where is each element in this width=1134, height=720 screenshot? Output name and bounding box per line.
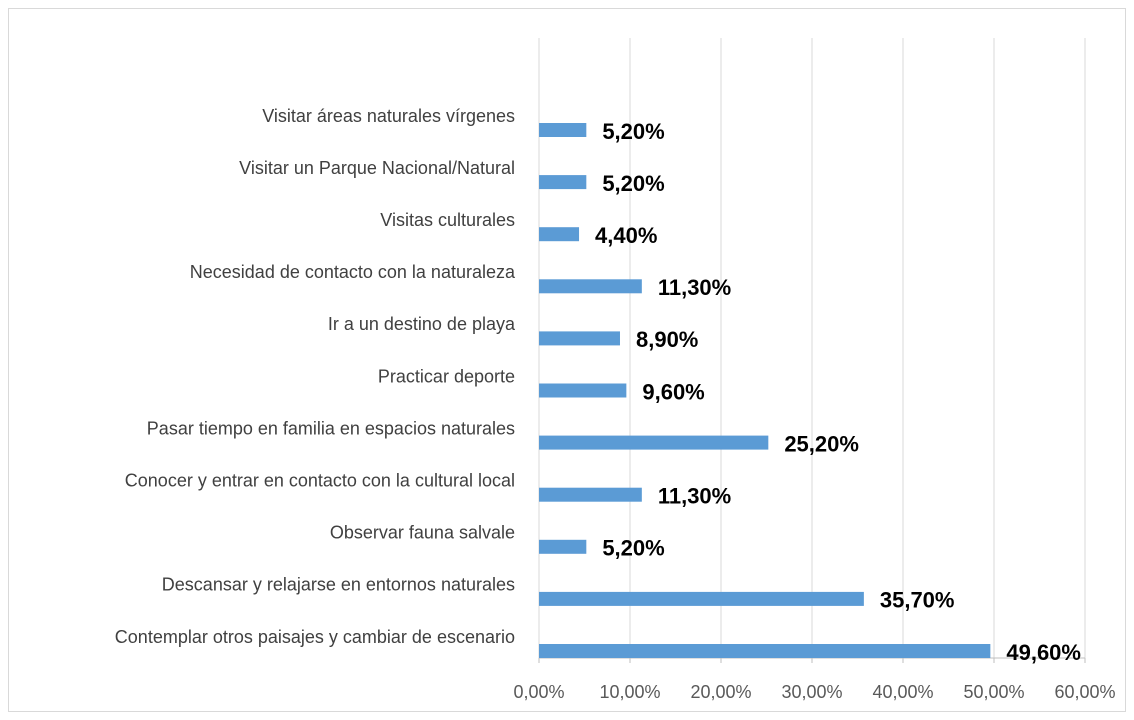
category-label: Visitar áreas naturales vírgenes — [262, 106, 515, 126]
x-tick-label: 20,00% — [690, 682, 751, 702]
value-label: 5,20% — [602, 171, 664, 196]
bar — [539, 644, 991, 658]
x-tick-label: 40,00% — [872, 682, 933, 702]
x-tick-label: 50,00% — [963, 682, 1024, 702]
bar — [539, 539, 587, 554]
bar — [539, 279, 642, 294]
x-tick-label: 60,00% — [1054, 682, 1115, 702]
category-label: Observar fauna salvale — [330, 523, 515, 543]
value-label: 5,20% — [602, 536, 664, 561]
category-label: Descansar y relajarse en entornos natura… — [162, 575, 515, 595]
value-label: 11,30% — [658, 275, 731, 300]
category-label: Conocer y entrar en contacto con la cult… — [125, 470, 515, 490]
value-label: 11,30% — [658, 484, 731, 509]
value-label: 8,90% — [636, 327, 698, 352]
x-tick-label: 0,00% — [513, 682, 564, 702]
category-label: Practicar deporte — [378, 366, 515, 386]
bar — [539, 435, 769, 450]
value-label: 4,40% — [595, 223, 657, 248]
bar — [539, 487, 642, 502]
bar — [539, 383, 627, 398]
bar — [539, 123, 587, 137]
category-label: Visitas culturales — [380, 210, 515, 230]
bar — [539, 331, 620, 346]
x-tick-label: 10,00% — [599, 682, 660, 702]
category-label: Contemplar otros paisajes y cambiar de e… — [115, 627, 515, 647]
value-label: 25,20% — [784, 431, 859, 456]
category-label: Necesidad de contacto con la naturaleza — [190, 262, 516, 282]
bar — [539, 175, 587, 190]
chart-border — [8, 8, 1126, 712]
bar — [539, 591, 864, 606]
value-label: 5,20% — [602, 119, 664, 144]
value-label: 49,60% — [1006, 640, 1081, 665]
category-label: Pasar tiempo en familia en espacios natu… — [147, 418, 515, 438]
bar — [539, 227, 580, 242]
category-label: Ir a un destino de playa — [328, 314, 516, 334]
value-label: 9,60% — [642, 379, 704, 404]
category-label: Visitar un Parque Nacional/Natural — [239, 158, 515, 178]
value-label: 35,70% — [880, 588, 955, 613]
x-tick-label: 30,00% — [781, 682, 842, 702]
